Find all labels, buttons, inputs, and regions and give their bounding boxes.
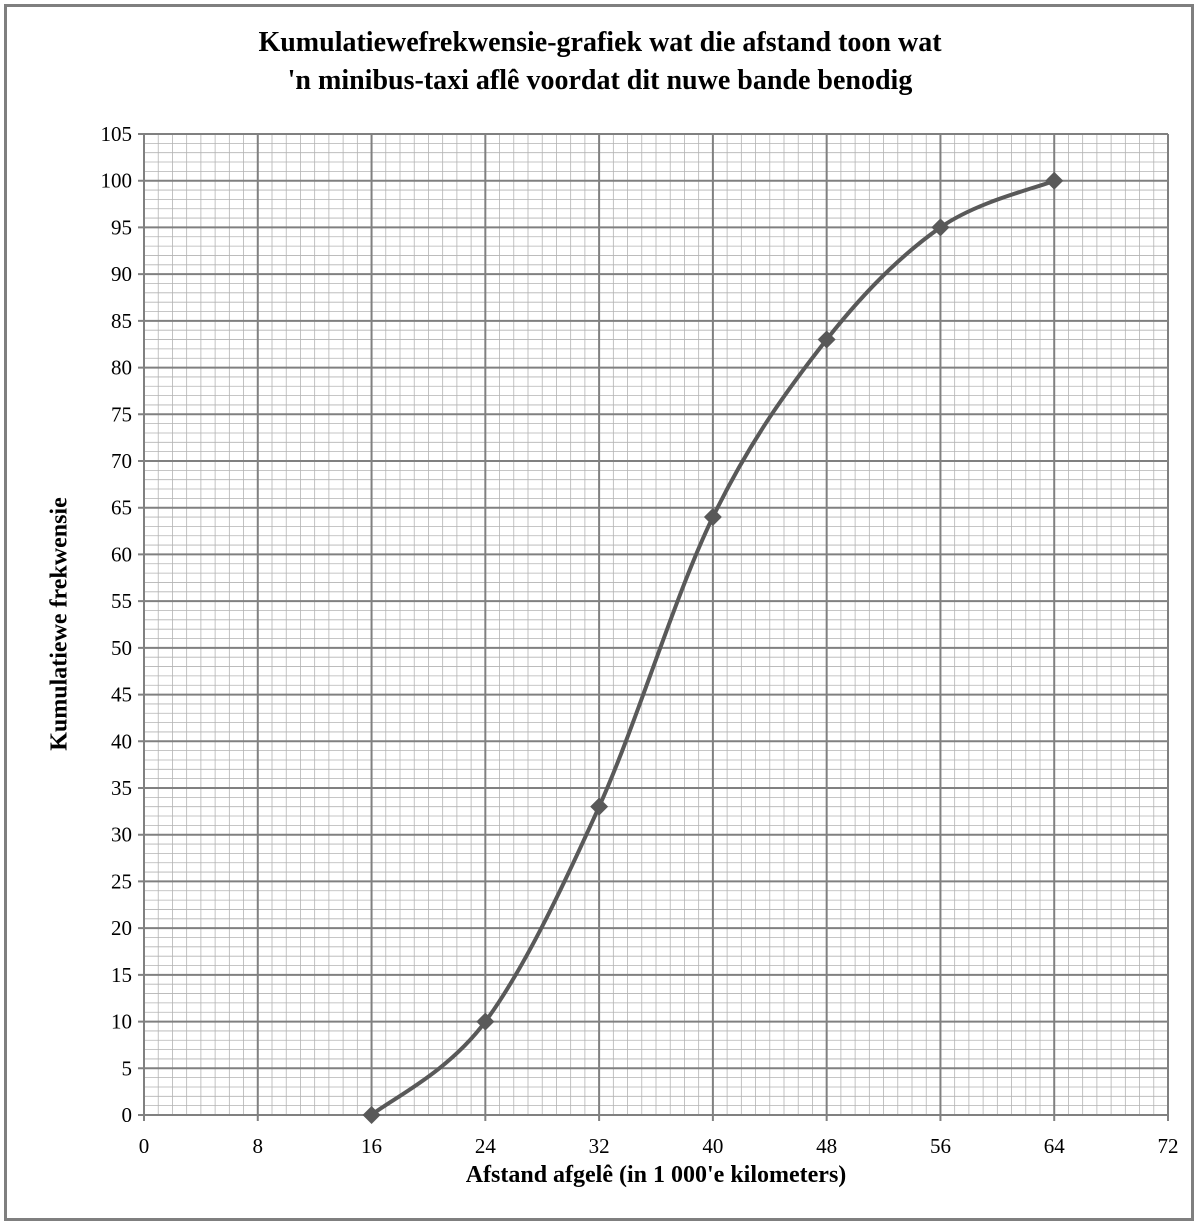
- y-tick-label: 90: [111, 262, 132, 286]
- data-point-marker: [817, 330, 836, 349]
- y-tick-label: 75: [111, 402, 132, 426]
- y-axis-label-text: Kumulatiewe frekwensie: [46, 497, 73, 751]
- y-tick-label: 85: [111, 309, 132, 333]
- major-grid: [138, 133, 1169, 1121]
- y-tick-label: 35: [111, 776, 132, 800]
- data-point-marker: [703, 508, 722, 527]
- x-tick-label: 64: [1044, 1134, 1066, 1158]
- y-tick-label: 95: [111, 215, 132, 239]
- minor-grid: [143, 133, 1169, 1116]
- chart-title: Kumulatiewefrekwensie-grafiek wat die af…: [0, 24, 1200, 100]
- x-tick-label: 48: [816, 1134, 837, 1158]
- x-tick-label: 16: [361, 1134, 382, 1158]
- x-tick-label: 56: [930, 1134, 951, 1158]
- y-tick-label: 100: [101, 169, 133, 193]
- y-tick-label: 0: [122, 1103, 133, 1127]
- x-tick-label: 32: [589, 1134, 610, 1158]
- y-tick-label: 65: [111, 496, 132, 520]
- x-tick-label: 72: [1158, 1134, 1179, 1158]
- chart-title-line-1: Kumulatiewefrekwensie-grafiek wat die af…: [258, 27, 942, 58]
- y-tick-label: 70: [111, 449, 132, 473]
- y-tick-label: 40: [111, 729, 132, 753]
- y-tick-labels: 0 5 10 15 20 25 30 35 40 45 50 55 60 65 70 75 80 85 90 95 10…: [101, 122, 133, 1127]
- y-tick-label: 5: [122, 1056, 133, 1080]
- data-point-marker: [590, 797, 609, 816]
- y-tick-label: 60: [111, 542, 132, 566]
- x-tick-label: 0: [139, 1134, 150, 1158]
- y-tick-label: 45: [111, 683, 132, 707]
- y-tick-label: 15: [111, 963, 132, 987]
- y-tick-label: 50: [111, 636, 132, 660]
- y-tick-label: 10: [111, 1010, 132, 1034]
- x-axis-label: Afstand afgelê (in 1 000'e kilometers): [465, 1162, 847, 1188]
- data-point-marker: [362, 1106, 381, 1124]
- y-tick-label: 20: [111, 916, 132, 940]
- y-tick-label: 25: [111, 869, 132, 893]
- y-tick-label: 55: [111, 589, 132, 613]
- y-tick-label: 105: [101, 122, 133, 146]
- x-tick-label: 24: [475, 1134, 497, 1158]
- chart-title-line-2: 'n minibus-taxi aflê voordat dit nuwe ba…: [287, 65, 913, 96]
- x-tick-label: 40: [702, 1134, 723, 1158]
- data-point-marker: [931, 218, 950, 237]
- y-tick-label: 30: [111, 823, 132, 847]
- x-tick-labels: 0 8 16 24 32 40 48 56 64 72: [139, 1134, 1179, 1158]
- data-point-marker: [1045, 171, 1064, 190]
- x-tick-label: 8: [253, 1134, 264, 1158]
- y-tick-label: 80: [111, 356, 132, 380]
- data-point-marker: [476, 1012, 495, 1031]
- series: [362, 171, 1064, 1124]
